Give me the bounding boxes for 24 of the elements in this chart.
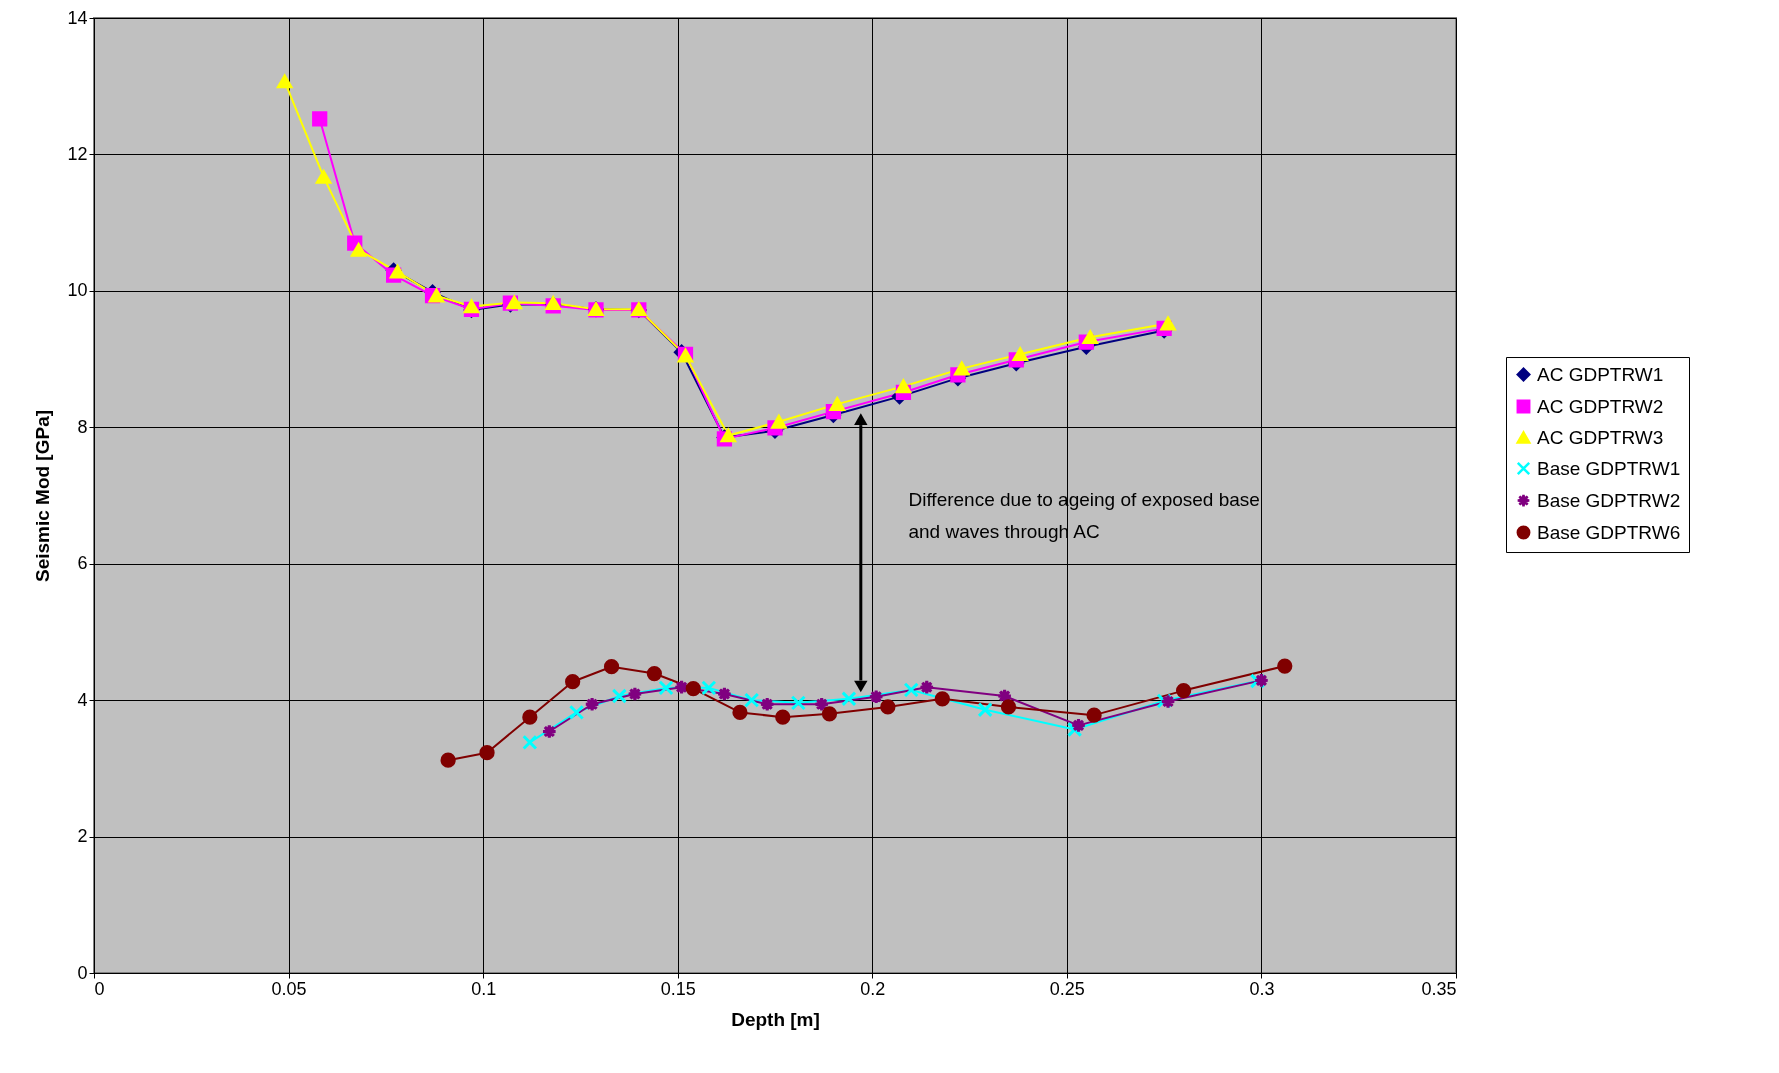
- y-tick-label: 10: [67, 280, 88, 301]
- x-axis-title: Depth [m]: [731, 1008, 820, 1030]
- x-tick-label: 0.2: [860, 978, 886, 999]
- x-tick-label: 0.25: [1049, 978, 1085, 999]
- y-tick-label: 0: [77, 962, 88, 983]
- y-tick-label: 4: [77, 689, 88, 710]
- legend-label: Base GDPTRW6: [1537, 521, 1681, 543]
- x-tick-label: 0.35: [1421, 978, 1457, 999]
- x-tick-label: 0.05: [271, 978, 307, 999]
- legend-label: AC GDPTRW3: [1537, 426, 1664, 448]
- x-tick-label: 0.1: [471, 978, 497, 999]
- legend-label: Base GDPTRW2: [1537, 489, 1681, 511]
- y-axis-title: Seismic Mod [GPa]: [32, 409, 54, 583]
- y-tick-label: 6: [77, 553, 88, 574]
- legend-label: Base GDPTRW1: [1537, 457, 1681, 479]
- y-tick-label: 2: [77, 826, 88, 847]
- legend-label: AC GDPTRW1: [1537, 363, 1664, 385]
- x-tick-label: 0: [94, 978, 105, 999]
- y-tick-label: 12: [67, 143, 88, 164]
- y-tick-label: 14: [67, 7, 88, 28]
- x-tick-label: 0.3: [1249, 978, 1275, 999]
- y-tick-label: 8: [77, 416, 88, 437]
- legend-label: AC GDPTRW2: [1537, 395, 1664, 417]
- x-tick-label: 0.15: [660, 978, 696, 999]
